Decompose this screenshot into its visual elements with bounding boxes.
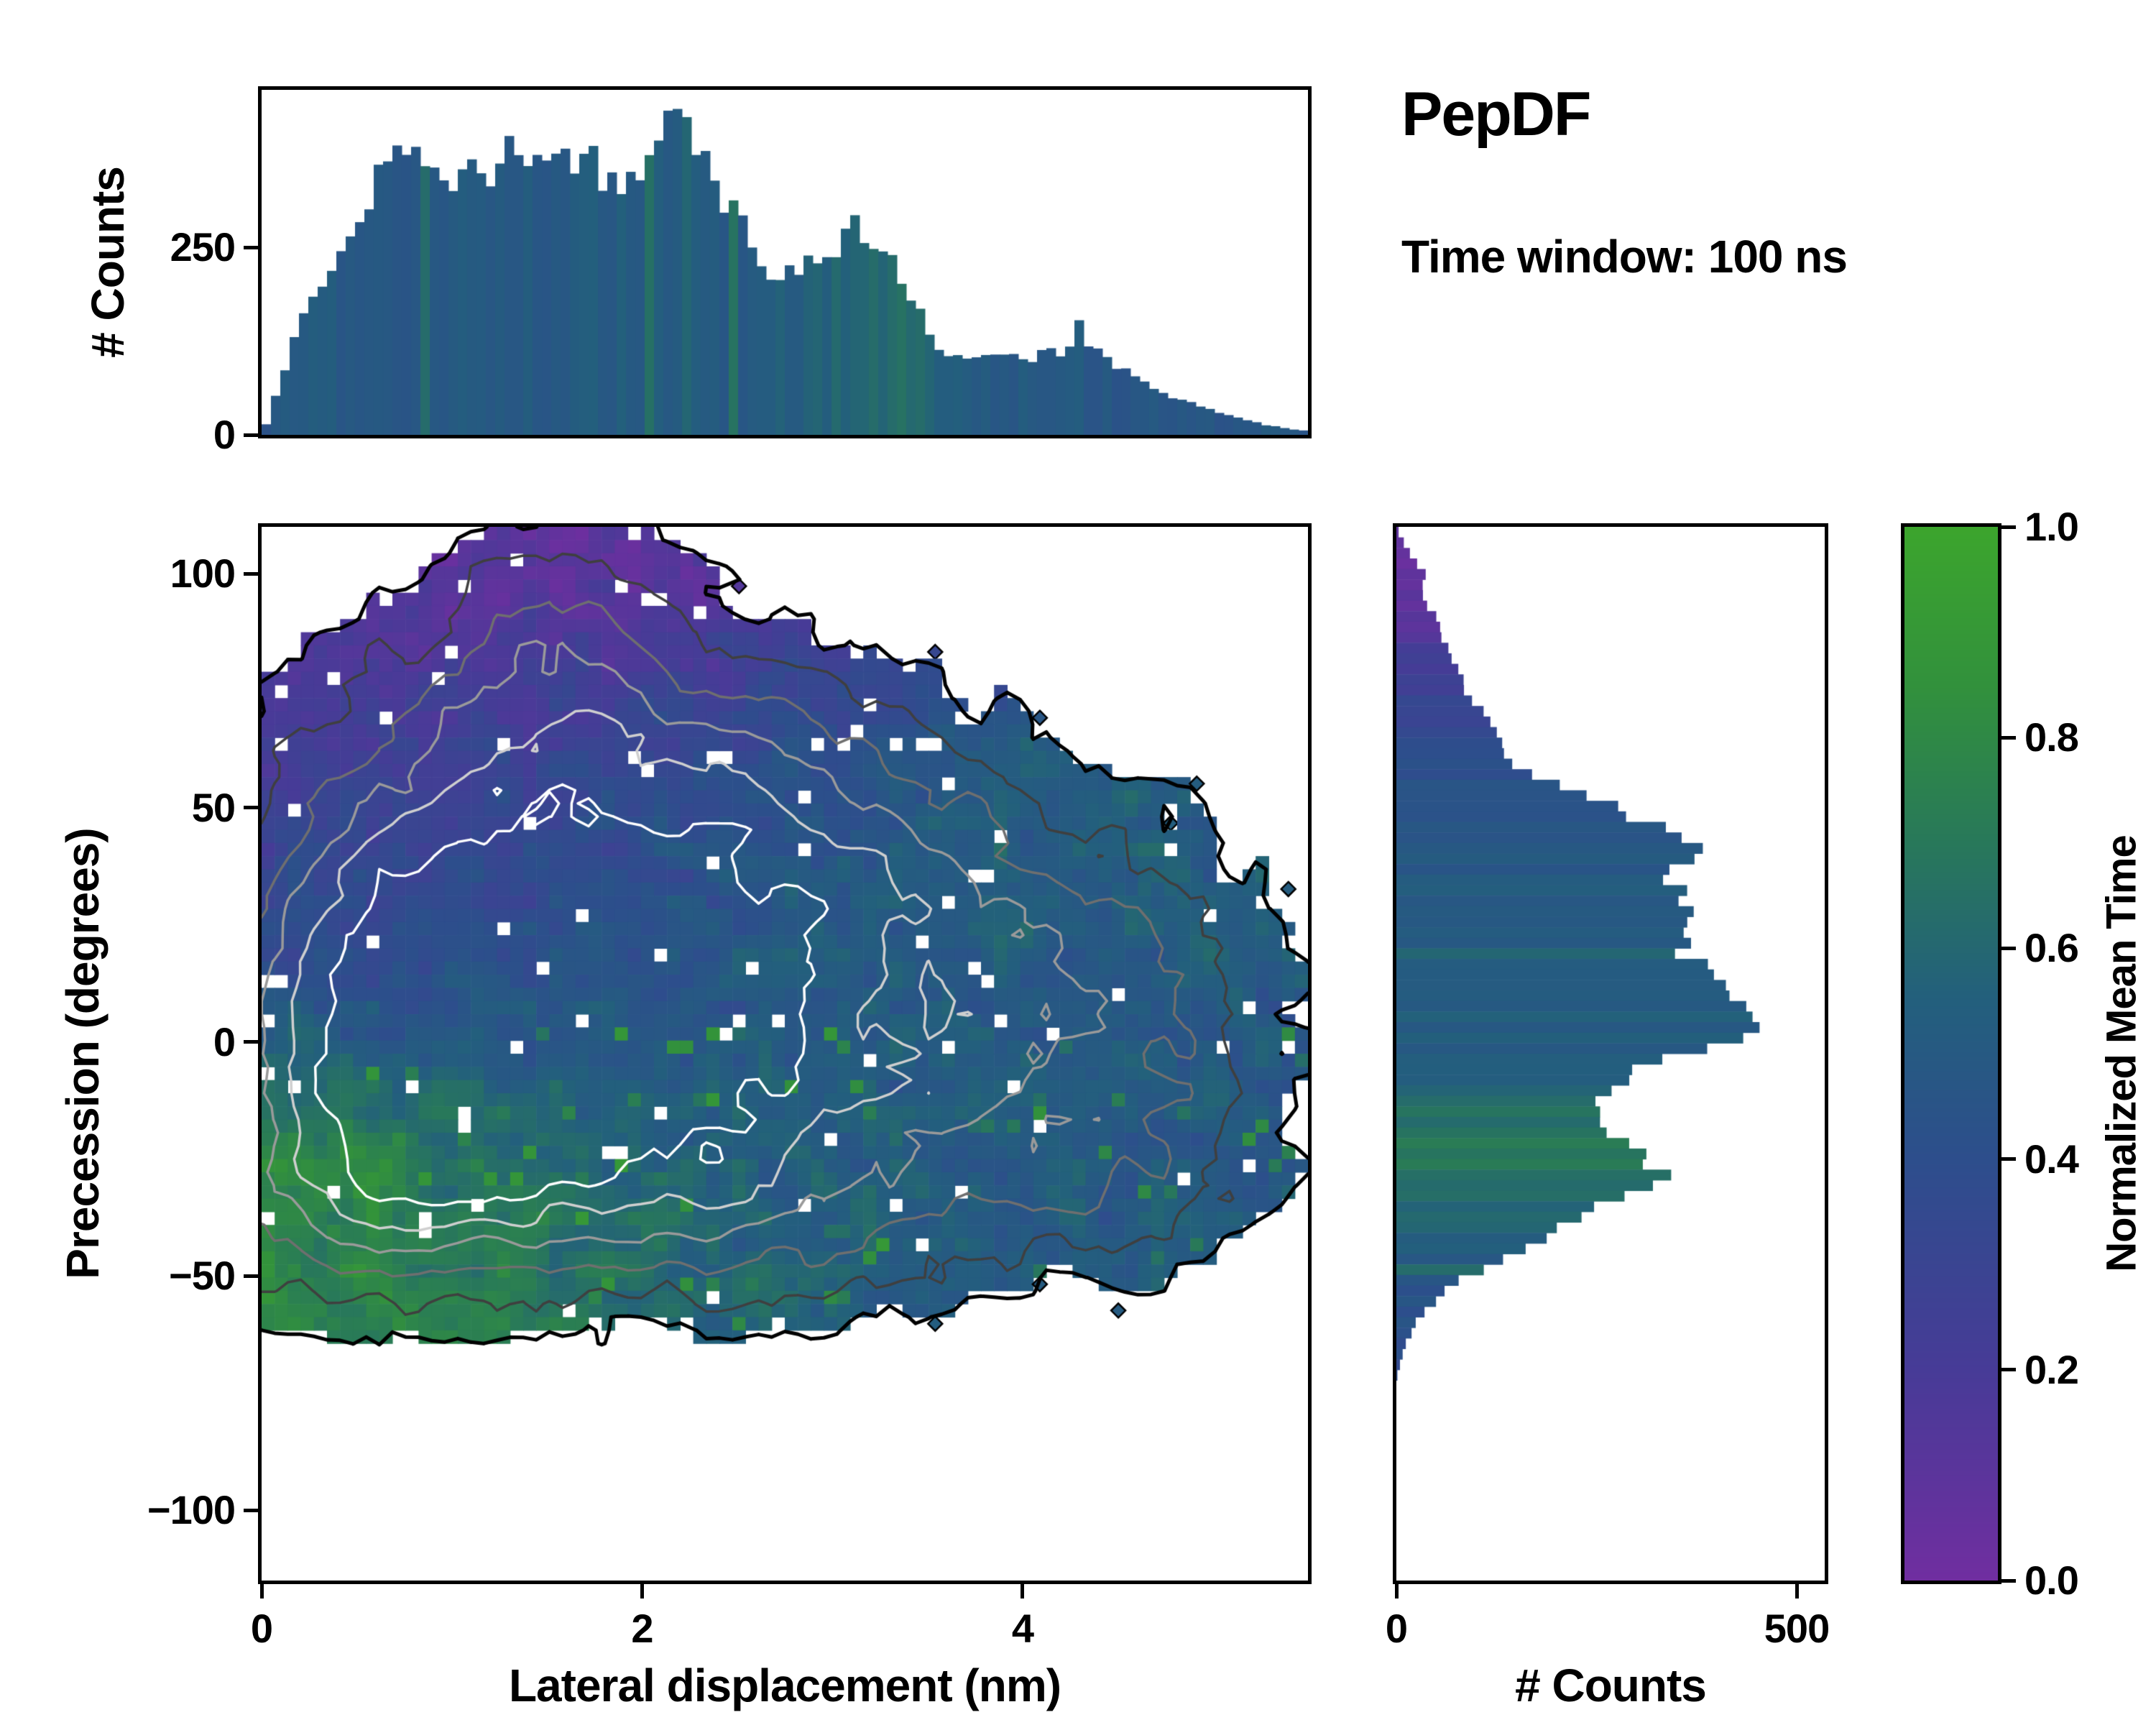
joint-density-panel [258,523,1312,1584]
joint-density-canvas [262,527,1308,1581]
axis-tick [1021,1584,1025,1598]
axis-tick [2001,735,2016,740]
tick-label: 0.6 [2024,925,2079,971]
colorbar-canvas [1904,527,1998,1581]
tick-label: 250 [170,224,236,270]
tick-label: 4 [1011,1606,1034,1651]
axis-tick [2001,525,2016,529]
axis-tick [244,1508,258,1512]
tick-label: 0 [250,1606,273,1651]
axis-tick [2001,1368,2016,1372]
plot-title: PepDF [1401,80,1591,149]
tick-label: 0 [1385,1606,1408,1651]
tick-label: 2 [631,1606,653,1651]
axis-tick [244,1040,258,1044]
tick-label: −100 [147,1487,236,1533]
axis-tick [259,1584,264,1598]
precession-histogram-canvas [1396,527,1825,1581]
precession-histogram-panel [1393,523,1828,1584]
tick-label: 500 [1764,1606,1830,1651]
axis-tick [640,1584,644,1598]
axis-tick [2001,946,2016,950]
tick-label: 0.8 [2024,714,2079,760]
main-xlabel: Lateral displacement (nm) [508,1660,1061,1711]
lateral-histogram-canvas [262,90,1308,435]
right-hist-xlabel: # Counts [1515,1660,1707,1711]
axis-tick [1394,1584,1399,1598]
tick-label: −50 [169,1253,236,1299]
tick-label: 0.2 [2024,1346,2079,1392]
colorbar-label: Normalized Mean Time [2098,835,2145,1272]
axis-tick [2001,1578,2016,1583]
axis-tick [2001,1157,2016,1162]
time-window-label: Time window: 100 ns [1401,231,1848,282]
axis-tick [244,245,258,249]
tick-label: 0 [213,412,236,457]
axis-tick [244,806,258,810]
tick-label: 100 [170,551,236,597]
axis-tick [244,571,258,576]
tick-label: 1.0 [2024,504,2079,549]
tick-label: 50 [191,784,236,830]
lateral-histogram-panel [258,86,1312,438]
tick-label: 0 [213,1018,236,1064]
tick-label: 0.4 [2024,1136,2079,1182]
axis-tick [1795,1584,1799,1598]
colorbar-panel [1901,523,2001,1584]
axis-tick [244,433,258,437]
tick-label: 0.0 [2024,1558,2079,1603]
axis-tick [244,1274,258,1278]
